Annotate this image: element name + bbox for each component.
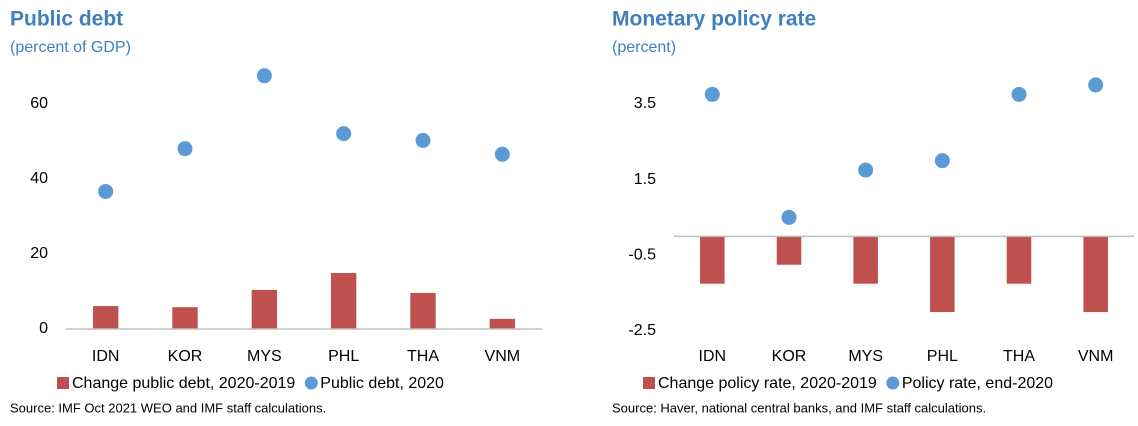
legend-label: Change policy rate, 2020-2019 xyxy=(658,375,877,392)
legend-swatch xyxy=(57,377,69,389)
source-note: Source: IMF Oct 2021 WEO and IMF staff c… xyxy=(10,400,326,415)
bar xyxy=(172,307,198,329)
bar xyxy=(489,318,516,329)
bar xyxy=(330,273,357,329)
source-note: Source: Haver, national central banks, a… xyxy=(612,400,986,415)
chart-title: Public debt xyxy=(10,8,123,31)
x-tick-label: THA xyxy=(1003,348,1035,365)
bar xyxy=(930,236,955,313)
legend-swatch xyxy=(304,376,318,390)
x-tick-label: PHL xyxy=(927,348,958,365)
x-tick-label: IDN xyxy=(92,348,120,365)
bar xyxy=(92,306,119,329)
y-tick-label: 1.5 xyxy=(634,171,656,188)
bar xyxy=(1083,236,1108,313)
chart-subtitle: (percent of GDP) xyxy=(10,39,131,56)
dot xyxy=(704,86,720,102)
bar xyxy=(853,236,878,284)
x-tick-label: THA xyxy=(407,348,439,365)
bar xyxy=(700,236,725,284)
legend-swatch xyxy=(886,376,900,390)
dot xyxy=(858,162,874,178)
bar xyxy=(251,289,278,329)
dot xyxy=(494,146,510,162)
x-tick-label: MYS xyxy=(247,348,282,365)
y-tick-label: 0 xyxy=(39,320,48,337)
dot xyxy=(781,209,797,225)
chart-subtitle: (percent) xyxy=(612,39,676,56)
bar xyxy=(776,236,802,265)
legend-swatch xyxy=(643,377,655,389)
x-tick-label: IDN xyxy=(699,348,727,365)
dot xyxy=(177,141,193,157)
y-tick-label: 40 xyxy=(30,170,48,187)
dot xyxy=(934,153,950,169)
dot xyxy=(1088,77,1104,93)
y-tick-label: 20 xyxy=(30,245,48,262)
dot xyxy=(98,183,114,199)
y-tick-label: 60 xyxy=(30,95,48,112)
x-tick-label: VNM xyxy=(485,348,521,365)
y-tick-label: -2.5 xyxy=(628,322,656,339)
dot xyxy=(1011,86,1027,102)
chart-title: Monetary policy rate xyxy=(612,8,816,31)
dot xyxy=(336,126,352,142)
x-tick-label: VNM xyxy=(1078,348,1114,365)
x-tick-label: KOR xyxy=(168,348,203,365)
legend-label: Policy rate, end-2020 xyxy=(902,375,1053,392)
y-tick-label: -0.5 xyxy=(628,247,656,264)
y-tick-label: 3.5 xyxy=(634,95,656,112)
bar xyxy=(1006,236,1032,284)
dot xyxy=(415,132,431,148)
bar xyxy=(410,292,436,329)
dot xyxy=(256,68,272,84)
x-tick-label: PHL xyxy=(328,348,359,365)
legend-label: Change public debt, 2020-2019 xyxy=(72,375,295,392)
x-tick-label: KOR xyxy=(772,348,807,365)
legend-label: Public debt, 2020 xyxy=(320,375,444,392)
x-tick-label: MYS xyxy=(848,348,883,365)
